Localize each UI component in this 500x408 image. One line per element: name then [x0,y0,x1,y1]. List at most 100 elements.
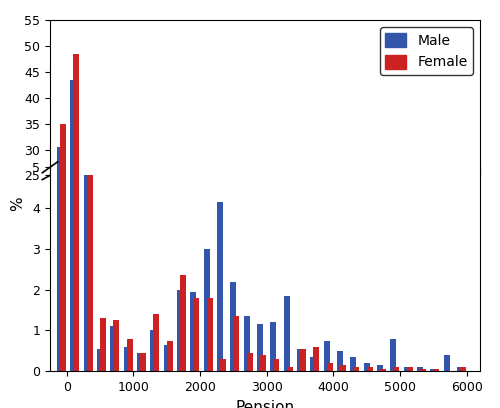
Bar [246,302,252,305]
Bar [74,0,80,371]
Bar [380,369,386,371]
Bar [366,367,372,371]
Bar [257,324,263,371]
Bar [60,124,66,305]
Bar [137,353,143,371]
Bar [377,365,383,371]
Bar [57,0,63,371]
Bar [180,293,186,305]
Legend: Male, Female: Male, Female [380,27,473,75]
Bar [244,316,250,371]
Bar [100,298,106,305]
Bar [124,347,130,371]
Bar [220,359,226,371]
Bar [244,298,250,305]
Bar [177,294,183,305]
Bar [114,298,119,305]
Bar [206,295,212,305]
Bar [366,304,372,305]
Bar [234,298,239,305]
Bar [230,293,236,305]
Bar [350,357,356,371]
Bar [326,363,332,371]
Bar [190,292,196,371]
Bar [100,318,106,371]
Bar [404,367,409,371]
Bar [444,355,450,371]
Bar [246,353,252,371]
Bar [220,303,226,305]
Bar [86,175,92,371]
Bar [140,302,146,305]
Bar [97,302,103,305]
Bar [390,339,396,371]
Bar [70,80,76,305]
Bar [310,357,316,371]
Bar [84,175,89,371]
Bar [204,289,210,305]
Bar [310,303,316,305]
Bar [350,303,356,305]
Bar [164,345,170,371]
Bar [270,298,276,305]
Bar [260,303,266,305]
Bar [354,304,360,305]
Text: %: % [10,197,25,211]
Bar [180,275,186,371]
Bar [110,326,116,371]
Bar [150,299,156,305]
Bar [364,363,370,371]
Bar [194,298,200,371]
Bar [284,295,290,305]
Bar [124,302,130,305]
Bar [420,369,426,371]
Bar [74,54,80,305]
Bar [204,249,210,371]
Bar [234,316,239,371]
Bar [417,304,423,305]
Bar [230,282,236,371]
Bar [354,367,360,371]
Bar [114,320,119,371]
Bar [460,367,466,371]
Bar [70,0,76,371]
Bar [190,295,196,305]
Bar [217,283,223,305]
Bar [364,304,370,305]
Bar [137,302,143,305]
Bar [326,304,332,305]
Bar [140,353,146,371]
Bar [154,314,160,371]
Bar [300,302,306,305]
Bar [406,367,412,371]
Bar [394,367,400,371]
Bar [300,349,306,371]
Bar [274,359,280,371]
Bar [60,0,66,371]
Bar [406,304,412,305]
Bar [457,304,463,305]
Bar [434,369,440,371]
Bar [257,299,263,305]
Bar [297,302,303,305]
Bar [340,304,346,305]
Bar [337,351,343,371]
Bar [177,290,183,371]
Bar [324,301,330,305]
Bar [206,298,212,371]
Bar [340,365,346,371]
Bar [270,322,276,371]
Bar [260,355,266,371]
Bar [286,367,292,371]
Bar [57,147,63,305]
Bar [390,301,396,305]
Bar [166,301,172,305]
Bar [284,296,290,371]
Bar [194,295,200,305]
Bar [314,347,320,371]
Bar [314,302,320,305]
X-axis label: Pension: Pension [236,399,294,408]
Bar [126,339,132,371]
Bar [154,297,160,305]
Bar [86,280,92,305]
